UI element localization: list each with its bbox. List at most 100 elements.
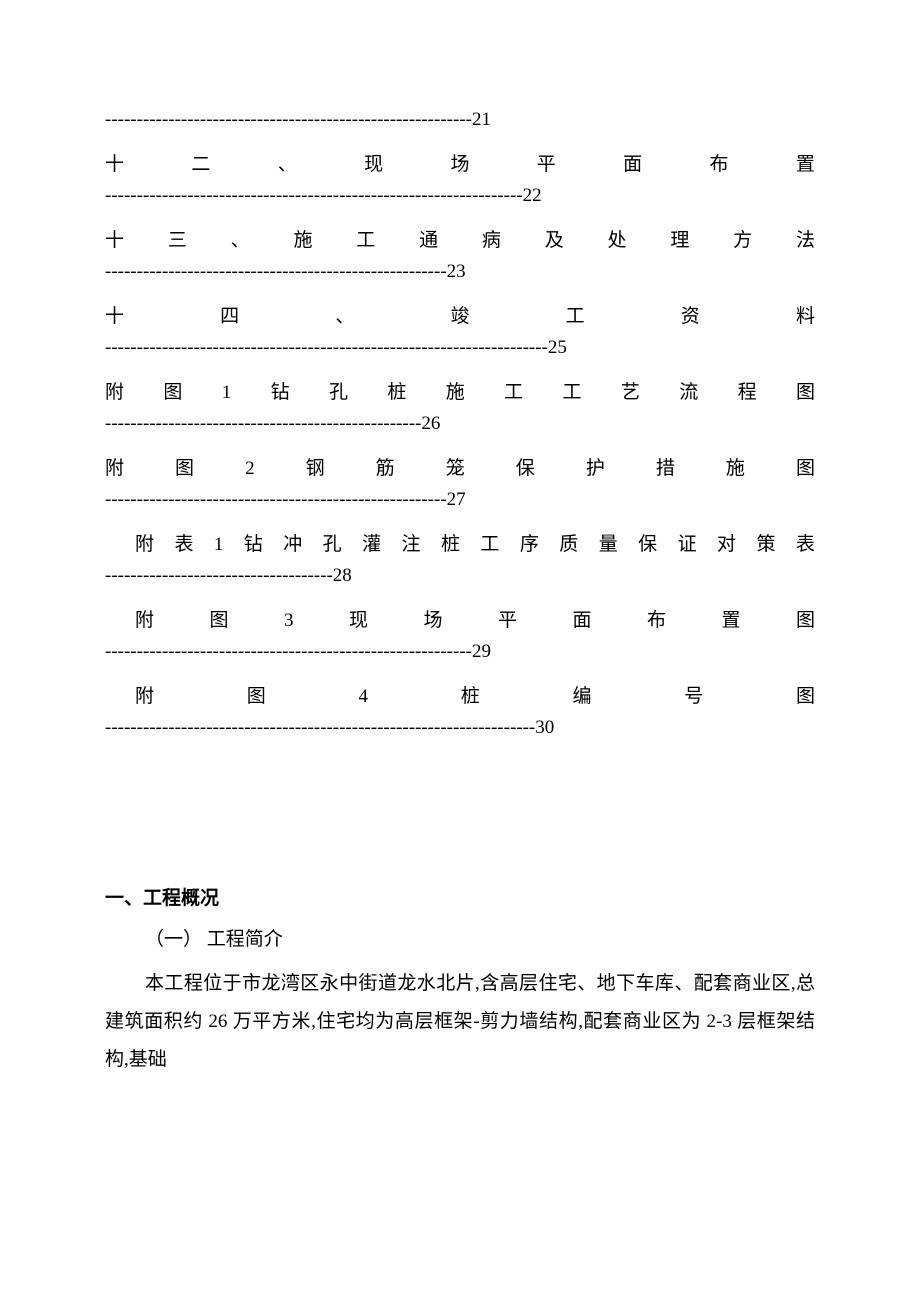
toc-title-char: 附 bbox=[105, 383, 124, 402]
toc-title-char: 法 bbox=[796, 231, 815, 250]
toc-title-char: 附 bbox=[105, 459, 124, 478]
toc-title-char: 面 bbox=[623, 155, 642, 174]
toc-title-char: 附 bbox=[135, 611, 154, 630]
toc-dashes: ----------------------------------------… bbox=[105, 186, 523, 205]
toc-title-char: 资 bbox=[681, 307, 700, 326]
toc-title-char: 策 bbox=[756, 535, 775, 554]
toc-title-char: 布 bbox=[647, 611, 666, 630]
toc-title-char: 置 bbox=[721, 611, 740, 630]
toc-title-char: 质 bbox=[559, 535, 578, 554]
toc-title: 附表1钻冲孔灌注桩工序质量保证对策表 bbox=[105, 535, 815, 554]
toc-title: 附图3现场平面布置图 bbox=[105, 611, 815, 630]
toc-title-char: 十 bbox=[105, 231, 124, 250]
toc-page-number: 21 bbox=[472, 110, 491, 129]
toc-entry: 附图4桩编号图 --------------------------------… bbox=[105, 687, 815, 737]
toc-title: 十 二 、 现 场 平 面 布 置 bbox=[105, 155, 815, 174]
toc-dashes: ----------------------------------------… bbox=[105, 490, 447, 509]
toc-title-char: 桩 bbox=[461, 687, 480, 706]
toc-title-char: 钻 bbox=[271, 383, 290, 402]
toc-title-char: 图 bbox=[796, 687, 815, 706]
toc-title-char: 工 bbox=[356, 231, 375, 250]
toc-title-char: 冲 bbox=[283, 535, 302, 554]
toc-page-number: 29 bbox=[472, 642, 491, 661]
toc-leader: ----------------------------------------… bbox=[105, 414, 815, 433]
toc-title-char: 工 bbox=[504, 383, 523, 402]
toc-title-char: 三 bbox=[168, 231, 187, 250]
toc-title-char: 表 bbox=[796, 535, 815, 554]
toc-entry: 十三、施工通病及处理方法 ---------------------------… bbox=[105, 231, 815, 281]
toc-title-char: 钢 bbox=[306, 459, 325, 478]
toc-page-number: 23 bbox=[447, 262, 466, 281]
toc-dashes: ----------------------------------------… bbox=[105, 338, 548, 357]
toc-dashes: ----------------------------------------… bbox=[105, 110, 472, 129]
toc-dashes: ----------------------------------------… bbox=[105, 414, 421, 433]
toc-title-char: 工 bbox=[566, 307, 585, 326]
toc-title-char: 平 bbox=[537, 155, 556, 174]
toc-title-char: 序 bbox=[520, 535, 539, 554]
toc-page-number: 22 bbox=[523, 186, 542, 205]
toc-title-char: 料 bbox=[796, 307, 815, 326]
toc-entry: 十 四 、 竣 工 资 料 --------------------------------… bbox=[105, 307, 815, 357]
toc-page-number: 26 bbox=[421, 414, 440, 433]
toc-title-char: 注 bbox=[402, 535, 421, 554]
toc-title-char: 流 bbox=[679, 383, 698, 402]
toc-entry: ----------------------------------------… bbox=[105, 110, 815, 129]
toc-title-char: 图 bbox=[210, 611, 229, 630]
toc-title-char: 1 bbox=[214, 535, 224, 554]
toc-title-char: 现 bbox=[364, 155, 383, 174]
toc-title-char: 图 bbox=[175, 459, 194, 478]
toc-title-char: 工 bbox=[562, 383, 581, 402]
toc-title-char: 场 bbox=[450, 155, 469, 174]
toc-title-char: 编 bbox=[572, 687, 591, 706]
toc-title-char: 、 bbox=[335, 307, 354, 326]
toc-entry: 附表1钻冲孔灌注桩工序质量保证对策表 ---------------------… bbox=[105, 535, 815, 585]
toc-leader: ----------------------------------------… bbox=[105, 490, 815, 509]
toc-title-char: 置 bbox=[796, 155, 815, 174]
toc-title-char: 、 bbox=[278, 155, 297, 174]
toc-title-char: 竣 bbox=[450, 307, 469, 326]
toc-title-char: 措 bbox=[656, 459, 675, 478]
toc-title-char: 图 bbox=[796, 611, 815, 630]
toc-title-char: 平 bbox=[498, 611, 517, 630]
toc-title-char: 图 bbox=[163, 383, 182, 402]
toc-title-char: 表 bbox=[174, 535, 193, 554]
toc-title-char: 、 bbox=[231, 231, 250, 250]
section-heading: 一、工程概况 bbox=[105, 883, 815, 910]
toc-title-char: 量 bbox=[599, 535, 618, 554]
toc-title-char: 二 bbox=[191, 155, 210, 174]
toc-leader: ----------------------------------------… bbox=[105, 338, 815, 357]
toc-title-char: 及 bbox=[545, 231, 564, 250]
toc-dashes: ----------------------------------------… bbox=[105, 718, 535, 737]
toc-entry: 附图2钢筋笼保护措施图 ----------------------------… bbox=[105, 459, 815, 509]
toc-title-char: 通 bbox=[419, 231, 438, 250]
toc-title-char: 钻 bbox=[244, 535, 263, 554]
toc-dashes: ------------------------------------ bbox=[105, 566, 333, 585]
toc-title-char: 图 bbox=[247, 687, 266, 706]
toc-title-char: 施 bbox=[726, 459, 745, 478]
vertical-spacer bbox=[105, 763, 815, 883]
toc-dashes: ----------------------------------------… bbox=[105, 642, 472, 661]
toc-title-char: 四 bbox=[220, 307, 239, 326]
toc-title-char: 桩 bbox=[387, 383, 406, 402]
toc-title-char: 孔 bbox=[329, 383, 348, 402]
toc-title-char: 笼 bbox=[446, 459, 465, 478]
toc-title-char: 布 bbox=[710, 155, 729, 174]
toc-title-char: 4 bbox=[359, 687, 369, 706]
toc-title-char: 灌 bbox=[362, 535, 381, 554]
toc-title-char: 工 bbox=[480, 535, 499, 554]
toc-title-char: 图 bbox=[796, 383, 815, 402]
section-subheading: （一） 工程简介 bbox=[145, 924, 815, 951]
toc-title-char: 附 bbox=[135, 687, 154, 706]
toc-title-char: 附 bbox=[135, 535, 154, 554]
toc-title-char: 十 bbox=[105, 155, 124, 174]
table-of-contents: ----------------------------------------… bbox=[105, 110, 815, 737]
toc-title-char: 理 bbox=[670, 231, 689, 250]
toc-title-char: 3 bbox=[284, 611, 294, 630]
toc-page-number: 30 bbox=[535, 718, 554, 737]
toc-title-char: 施 bbox=[293, 231, 312, 250]
toc-title-char: 十 bbox=[105, 307, 124, 326]
toc-title: 十三、施工通病及处理方法 bbox=[105, 231, 815, 250]
toc-title: 附图2钢筋笼保护措施图 bbox=[105, 459, 815, 478]
toc-title-char: 程 bbox=[738, 383, 757, 402]
toc-title: 十 四 、 竣 工 资 料 bbox=[105, 307, 815, 326]
